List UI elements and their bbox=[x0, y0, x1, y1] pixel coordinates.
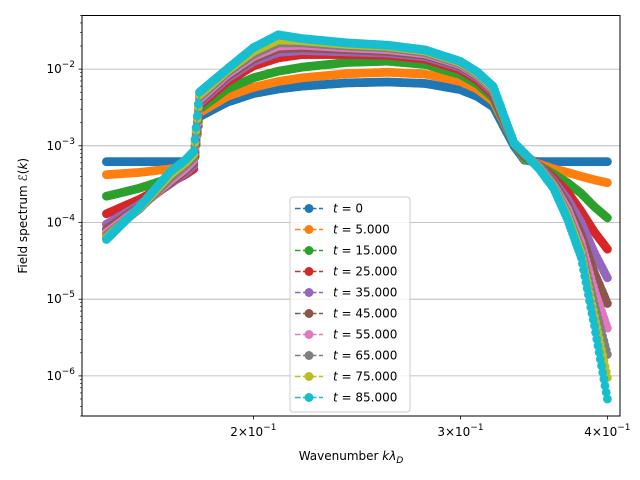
legend-marker bbox=[304, 309, 314, 318]
legend-label: t = 15.000 bbox=[333, 244, 397, 258]
series-line bbox=[106, 81, 608, 163]
legend-marker bbox=[304, 204, 314, 213]
y-axis-label: Field spectrum ℰ(k) bbox=[16, 158, 30, 274]
y-tick-label: 10−4 bbox=[46, 214, 75, 230]
legend: t = 0 t = 5.000 t = 15.000 t = 25.000 t = 35… bbox=[289, 196, 411, 413]
legend-marker bbox=[304, 393, 314, 402]
legend-marker bbox=[304, 246, 314, 255]
series bbox=[102, 77, 612, 167]
legend-marker bbox=[304, 288, 314, 297]
data-point bbox=[603, 244, 612, 254]
data-point bbox=[194, 99, 203, 109]
x-tick-label: 4×10−1 bbox=[584, 423, 630, 439]
legend-label: t = 25.000 bbox=[333, 265, 397, 279]
legend-marker bbox=[304, 267, 314, 276]
plot-area bbox=[102, 30, 612, 404]
x-axis-label: Wavenumber kλD bbox=[299, 449, 404, 466]
data-point bbox=[603, 394, 612, 404]
data-point bbox=[603, 157, 612, 167]
data-point bbox=[191, 123, 201, 132]
y-tick-label: 10−5 bbox=[46, 290, 75, 306]
legend-marker bbox=[304, 351, 314, 360]
data-point bbox=[190, 135, 200, 144]
data-point bbox=[192, 111, 202, 121]
data-point bbox=[603, 178, 612, 188]
legend-marker bbox=[304, 372, 314, 381]
legend-marker bbox=[304, 225, 314, 234]
legend-label: t = 65.000 bbox=[333, 349, 397, 363]
legend-label: t = 55.000 bbox=[333, 328, 397, 342]
x-axis: 2×10−1 3×10−1 4×10−1 bbox=[230, 416, 631, 439]
legend-marker bbox=[304, 330, 314, 339]
y-axis: 10−6 10−5 10−4 10−3 10−2 bbox=[46, 15, 82, 417]
y-tick-label: 10−2 bbox=[46, 60, 75, 76]
legend-label: t = 0 bbox=[333, 202, 363, 216]
legend-label: t = 85.000 bbox=[333, 391, 397, 405]
data-point bbox=[603, 213, 612, 223]
legend-label: t = 35.000 bbox=[333, 286, 397, 300]
data-point bbox=[189, 146, 199, 156]
legend-label: t = 75.000 bbox=[333, 370, 397, 384]
legend-label: t = 45.000 bbox=[333, 307, 397, 321]
y-tick-label: 10−6 bbox=[46, 367, 75, 383]
legend-label: t = 5.000 bbox=[333, 223, 390, 237]
y-tick-label: 10−3 bbox=[46, 137, 75, 153]
x-tick-label: 2×10−1 bbox=[230, 423, 276, 439]
x-tick-label: 3×10−1 bbox=[437, 423, 483, 439]
data-point bbox=[603, 273, 612, 283]
